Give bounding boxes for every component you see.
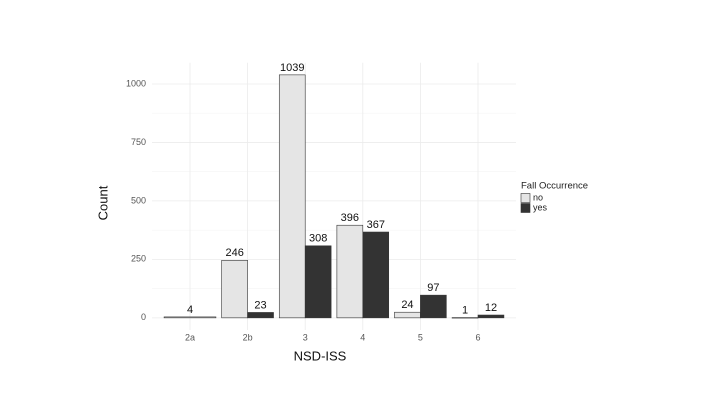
value-label: 12 <box>485 302 497 314</box>
bar <box>163 316 217 319</box>
bar <box>304 245 332 319</box>
x-tick-label: 3 <box>303 332 308 342</box>
bar <box>420 294 447 319</box>
y-tick-label: 0 <box>141 312 146 322</box>
y-tick-label: 750 <box>131 137 146 147</box>
bar <box>451 317 479 319</box>
bar <box>278 74 306 319</box>
value-label: 396 <box>341 212 359 224</box>
bar <box>336 224 364 319</box>
legend-key <box>520 203 531 213</box>
value-label: 23 <box>254 299 266 311</box>
value-label: 24 <box>401 299 413 311</box>
x-tick-label: 4 <box>360 332 365 342</box>
y-tick-label: 1000 <box>126 78 146 88</box>
value-label: 1 <box>462 305 468 317</box>
y-tick-label: 250 <box>131 254 146 264</box>
bar <box>221 260 248 319</box>
x-tick-label: 2a <box>185 332 195 342</box>
x-tick-label: 2b <box>243 332 253 342</box>
value-label: 1039 <box>280 62 304 74</box>
value-label: 246 <box>225 247 243 259</box>
value-label: 97 <box>427 282 439 294</box>
value-label: 367 <box>367 219 385 231</box>
legend-label: yes <box>533 202 548 212</box>
legend-title: Fall Occurrence <box>521 181 588 192</box>
bar <box>477 314 505 319</box>
bar <box>394 311 421 319</box>
y-axis-title: Count <box>95 185 110 220</box>
value-label: 4 <box>187 304 193 316</box>
value-label: 308 <box>309 233 327 245</box>
x-axis-title: NSD-ISS <box>294 348 347 363</box>
legend-label: no <box>533 192 543 202</box>
legend-key <box>520 193 531 203</box>
x-tick-label: 5 <box>418 332 423 342</box>
bar <box>362 231 390 319</box>
bar <box>247 312 274 319</box>
x-tick-label: 6 <box>475 332 480 342</box>
y-tick-label: 500 <box>131 195 146 205</box>
